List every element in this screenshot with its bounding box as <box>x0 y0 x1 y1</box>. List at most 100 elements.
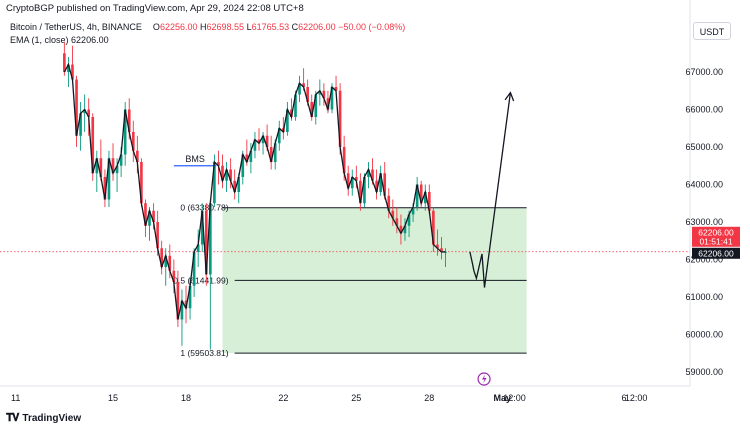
candle-body <box>140 162 143 204</box>
candle-body <box>363 177 366 204</box>
candle-body <box>302 83 305 87</box>
candle-body <box>221 165 224 181</box>
candle-body <box>184 300 188 309</box>
candle-body <box>123 109 127 155</box>
candle-body <box>286 109 289 132</box>
y-tick-label: 67000.00 <box>685 67 723 77</box>
candle-body <box>375 180 378 192</box>
x-tick-label: 25 <box>351 393 361 403</box>
candle-body <box>322 90 326 99</box>
x-tick-label: 18 <box>181 393 191 403</box>
candle-body <box>148 210 151 226</box>
y-tick-label: 63000.00 <box>685 217 723 227</box>
candle-body <box>75 79 78 136</box>
change-value: −50.00 (−0.08%) <box>338 22 406 32</box>
candle-body <box>371 169 374 181</box>
candle-body <box>176 282 180 320</box>
low-label: L <box>246 22 252 32</box>
candle-body <box>338 90 342 147</box>
candle-body <box>144 203 147 226</box>
candle-body <box>415 184 419 207</box>
candle-body <box>79 113 82 136</box>
open-value: 62256.00 <box>159 22 198 32</box>
candle-body <box>172 270 176 282</box>
candle-body <box>63 53 66 72</box>
y-tick-label: 65000.00 <box>685 142 723 152</box>
candle-body <box>436 244 439 249</box>
fib-level-label: 0 (63380.78) <box>180 203 228 213</box>
candle-body <box>103 177 107 200</box>
candle-body <box>83 109 86 114</box>
candle-body <box>107 158 111 200</box>
price-tag-countdown: 01:51:41 <box>699 236 732 246</box>
candle-body <box>411 207 415 215</box>
x-tick-label: 12:00 <box>503 393 526 403</box>
candle-body <box>136 150 139 162</box>
candle-body <box>427 192 431 211</box>
x-tick-label: 15 <box>108 393 118 403</box>
price-tag-value: 62206.00 <box>698 227 734 237</box>
candle-body <box>168 255 172 271</box>
close-label: C <box>291 22 299 32</box>
candle-body <box>131 132 135 151</box>
candle-body <box>330 87 334 110</box>
candle-body <box>314 94 318 117</box>
candle-body <box>156 222 159 249</box>
y-tick-label: 62000.00 <box>685 255 723 265</box>
symbol-title: Bitcoin / TetherUS, 4h, BINANCE <box>10 22 142 32</box>
candle-body <box>403 225 407 234</box>
y-tick-label: 61000.00 <box>685 292 723 302</box>
x-tick-label: May <box>494 393 512 403</box>
candle-body <box>200 210 204 245</box>
candle-body <box>367 169 370 177</box>
candle-body <box>196 244 200 252</box>
candle-body <box>298 83 301 95</box>
candle-body <box>115 165 119 174</box>
candle-body <box>261 135 265 144</box>
candle-body <box>67 64 70 72</box>
candle-body <box>152 210 155 222</box>
candle-body <box>119 154 123 166</box>
candle-body <box>188 285 192 309</box>
tradingview-logo: 𝐓𝐕 TradingView <box>6 412 81 425</box>
ema-legend: EMA (1, close) 62206.00 <box>10 35 109 45</box>
candle-body <box>318 90 322 95</box>
candle-body <box>91 117 95 174</box>
candle-body <box>350 177 354 189</box>
ema-label: EMA (1, close) <box>10 35 69 45</box>
candle-body <box>423 192 427 204</box>
close-value: 62206.00 <box>298 22 336 32</box>
ema-tag-box <box>692 247 740 259</box>
fib-level-label: 1 (59503.81) <box>180 348 228 358</box>
open-label: O <box>152 22 160 32</box>
candle-body <box>127 109 131 132</box>
candle-body <box>306 87 309 102</box>
x-tick-label: 28 <box>424 393 434 403</box>
currency-button[interactable]: USDT <box>693 22 731 40</box>
projection-path <box>469 92 512 288</box>
candle-body <box>160 248 163 267</box>
candle-body <box>395 218 399 226</box>
candle-body <box>310 102 314 117</box>
candle-body <box>229 169 232 181</box>
low-value: 61765.53 <box>251 22 290 32</box>
candle-body <box>432 210 435 245</box>
candle-body <box>99 158 103 177</box>
tradingview-mark-icon: 𝐓𝐕 <box>6 412 19 424</box>
candle-body <box>213 162 216 204</box>
candle-body <box>257 139 261 144</box>
y-tick-label: 60000.00 <box>685 330 723 340</box>
candle-body <box>233 180 236 192</box>
candle-body <box>342 147 346 174</box>
x-tick-label: 12:00 <box>625 393 648 403</box>
candle-body <box>225 169 228 181</box>
high-value: 62698.55 <box>206 22 245 32</box>
projection-arrowhead <box>504 91 515 102</box>
candle-body <box>241 154 245 177</box>
candle-body <box>326 98 330 110</box>
candle-body <box>269 147 273 162</box>
candle-body <box>355 177 358 181</box>
ema-line <box>63 62 446 320</box>
lightning-icon <box>482 374 487 384</box>
